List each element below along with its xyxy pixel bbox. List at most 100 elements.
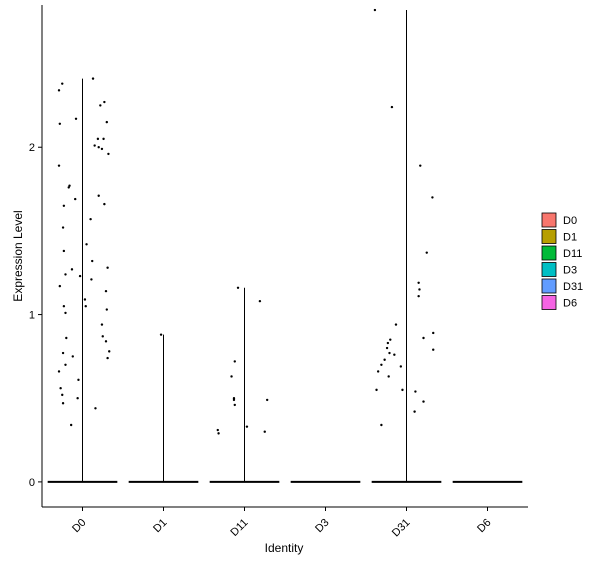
legend-key-d0 [541,212,557,228]
data-point [236,286,240,289]
data-point [59,386,62,390]
violin-d1 [128,333,199,483]
x-tick-label: D31 [390,517,413,540]
data-point [105,308,109,311]
x-axis-title: Identity [265,541,304,555]
data-point [91,77,95,80]
y-tick-label: 0 [29,477,35,489]
data-point [414,390,417,393]
data-point [432,348,435,351]
data-point [263,430,266,433]
data-point [387,375,390,378]
data-point [74,117,78,120]
data-point [419,164,422,167]
data-point [65,336,68,340]
data-point [97,146,100,149]
data-point [103,202,106,206]
data-point [64,363,67,366]
x-axis-ticks: D0 D1 D11 D3 D31 D6 [70,507,494,540]
data-point [386,341,390,345]
violin-d31 [371,8,442,483]
data-point [104,289,108,293]
legend-label-d1: D1 [563,232,577,244]
data-point [61,402,65,405]
data-point [216,428,219,432]
data-point [375,388,378,392]
x-tick-label: D0 [70,517,88,535]
legend-key-d1 [541,229,557,244]
data-point [61,226,65,229]
data-point [233,360,236,363]
data-point [106,266,109,269]
data-point [84,305,87,308]
data-point [99,104,102,107]
data-point [380,423,383,427]
data-point [61,82,64,85]
data-point [422,336,425,340]
data-point [417,294,420,298]
data-point [69,423,73,427]
data-point [97,194,100,197]
data-point [232,397,236,400]
data-point [230,375,233,378]
data-point [101,335,104,338]
data-point [71,355,74,358]
x-tick-label: D1 [151,517,169,535]
legend-label-d31: D31 [563,281,583,293]
data-point [62,204,66,207]
data-point [390,105,394,109]
data-point [61,393,64,397]
violin-d0 [47,77,118,483]
legend-key-d31 [541,278,557,294]
data-point [76,397,79,400]
data-point [373,8,377,12]
data-point [385,346,389,350]
data-point [94,407,97,410]
data-point [394,323,398,326]
legend-label-d0: D0 [563,215,577,227]
legend-label-d11: D11 [563,248,582,260]
legend-key-d11 [541,245,557,261]
data-point [393,353,396,356]
data-point [100,147,104,151]
data-point [90,278,93,281]
legend: D0 D1 D11 D3 D31 D6 [541,212,583,310]
data-point [93,144,96,147]
data-point [104,340,108,343]
y-tick-label: 2 [29,142,35,154]
data-point [102,137,105,141]
data-point [106,356,109,360]
plot-area [47,8,523,483]
y-axis-title: Expression Level [11,210,25,301]
data-point [389,338,392,341]
y-axis-ticks: 0 1 2 [29,142,42,489]
data-point [85,243,88,246]
violin-d11 [209,286,280,483]
data-point [258,299,262,303]
data-point [96,137,100,141]
data-point [399,365,403,368]
data-point [83,298,87,301]
data-point [58,284,62,288]
data-point [91,259,94,263]
data-point [62,305,66,308]
data-point [388,351,391,355]
legend-key-d3 [541,262,557,277]
data-point [431,196,434,199]
data-point [417,281,420,284]
data-point [245,425,249,428]
data-point [70,268,74,271]
data-point [107,152,110,156]
x-tick-label: D6 [475,517,493,535]
data-point [100,323,104,326]
data-point [432,331,435,335]
data-point [64,273,67,276]
y-tick-label: 1 [29,310,35,322]
data-point [57,370,61,373]
data-point [422,400,425,403]
data-point [68,184,71,187]
data-point [265,398,269,402]
data-point [159,333,163,336]
data-point [58,122,62,126]
data-point [232,398,236,402]
